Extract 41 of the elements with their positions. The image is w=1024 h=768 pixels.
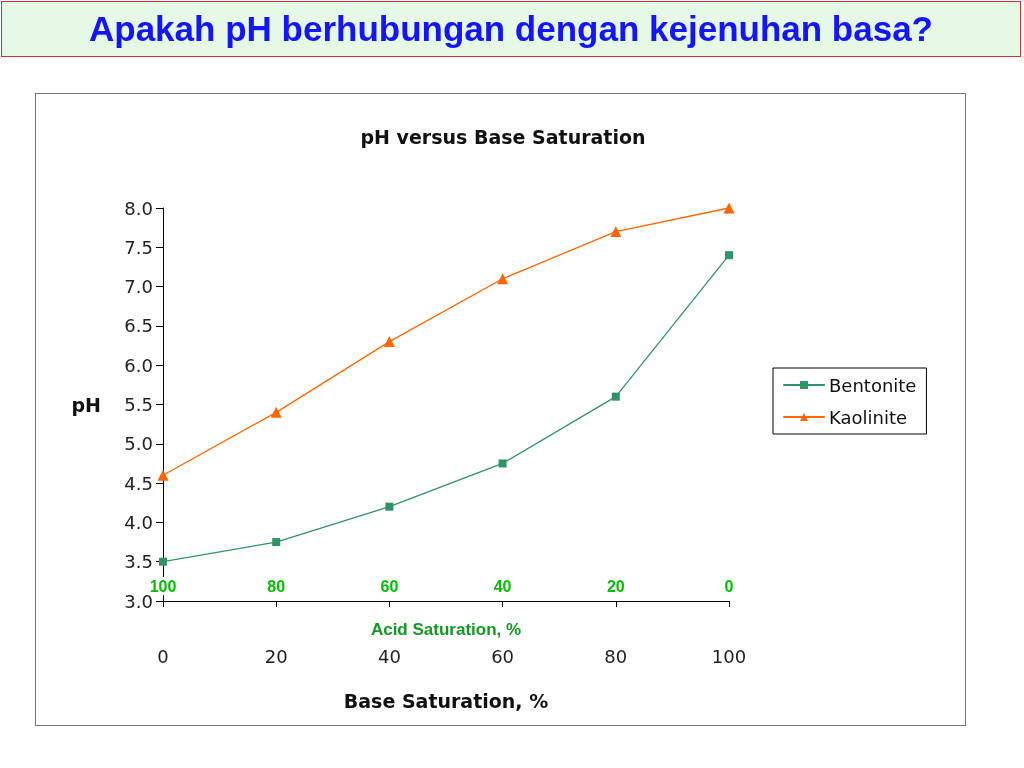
chart-title: Apakah pH berhubungan dengan kejenuhan basa?: [2, 2, 1020, 56]
y-tick-label: 3.5: [124, 551, 153, 573]
y-tick-label: 4.5: [124, 472, 153, 494]
x2-tick-label: 80: [267, 577, 286, 595]
x2-tick-label: 40: [493, 577, 512, 595]
point: [610, 226, 622, 238]
point: [157, 469, 169, 481]
y-tick-label: 5.5: [124, 394, 153, 415]
x2-tick-label: 0: [724, 577, 734, 595]
x-tick-label: 80: [604, 645, 628, 667]
x-tick-label: 20: [264, 645, 288, 667]
x2-axis-title: Acid Saturation, %: [370, 620, 522, 639]
legend-label: Bentonite: [829, 374, 917, 396]
x2-tick-label: 60: [380, 577, 399, 595]
x2-tick-label: 100: [149, 577, 177, 595]
y-axis-title: pH: [71, 393, 101, 416]
point: [383, 336, 395, 348]
x-axis-title: Base Saturation, %: [343, 689, 549, 712]
chart-subtitle: pH versus Base Saturation: [360, 125, 646, 148]
x-tick-label: 40: [377, 645, 401, 667]
y-tick-label: 6.0: [124, 354, 153, 376]
x2-tick-label: 20: [606, 577, 625, 595]
point: [159, 557, 167, 566]
y-tick-label: 7.5: [124, 236, 153, 258]
legend-label: Kaolinite: [829, 406, 908, 428]
point: [385, 502, 394, 511]
x-tick-label: 0: [157, 645, 169, 667]
y-tick-label: 8.0: [124, 197, 153, 219]
y-tick-label: 6.5: [124, 315, 153, 337]
x-tick-label: 60: [491, 645, 515, 667]
point: [611, 392, 620, 401]
point: [497, 273, 509, 285]
point: [270, 406, 282, 418]
x-tick-label: 100: [711, 645, 747, 667]
point: [725, 251, 733, 260]
point: [498, 459, 507, 468]
point: [272, 538, 281, 547]
point: [723, 202, 735, 214]
y-tick-label: 5.0: [124, 433, 153, 455]
y-tick-label: 4.0: [124, 511, 153, 533]
y-tick-label: 7.0: [124, 276, 153, 298]
